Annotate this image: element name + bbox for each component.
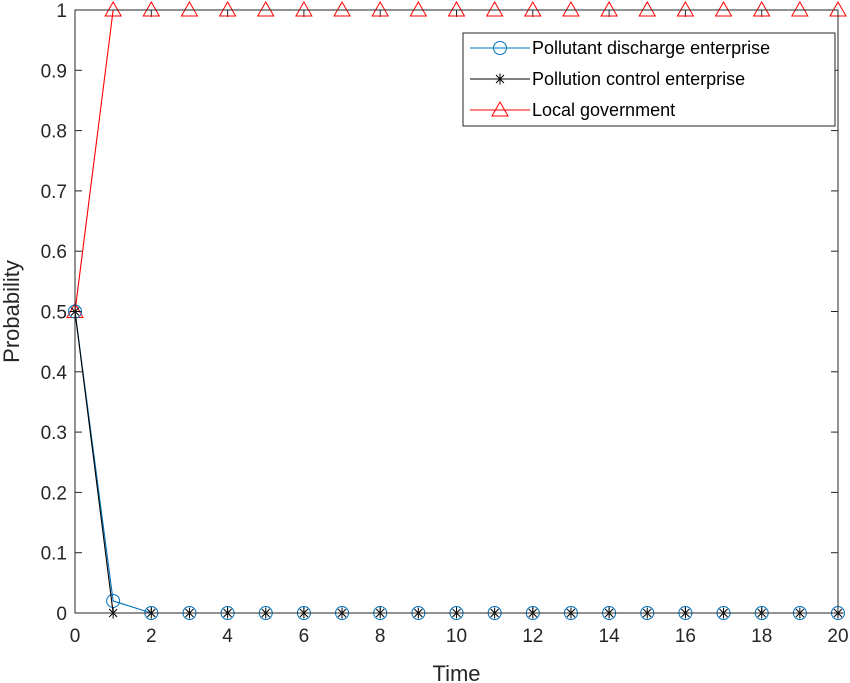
x-tick-label: 6 xyxy=(299,626,310,647)
axis-ticks: 0 2 4 6 8 10 12 14 16 18 20 0 0.1 0.2 0.3 0.4 0.5 0.6 0.7 0… xyxy=(41,1,849,647)
x-tick-label: 14 xyxy=(599,626,621,647)
x-tick-label: 18 xyxy=(751,626,772,647)
legend-label: Pollutant discharge enterprise xyxy=(532,38,770,58)
x-tick-label: 0 xyxy=(70,626,81,647)
legend-marker xyxy=(493,41,507,55)
y-tick-label: 0.2 xyxy=(41,483,67,504)
data-point xyxy=(371,0,390,17)
data-point xyxy=(790,0,809,17)
data-point xyxy=(142,0,161,17)
data-point xyxy=(409,0,428,17)
legend-item: Pollution control enterprise xyxy=(470,69,745,89)
data-point xyxy=(447,0,466,17)
data-point xyxy=(714,0,733,17)
data-point xyxy=(600,0,618,17)
plot-frame xyxy=(74,9,839,614)
data-point xyxy=(295,0,313,17)
data-point xyxy=(333,0,351,17)
y-axis-label: Probability xyxy=(0,260,24,363)
y-tick-label: 0.3 xyxy=(41,423,67,444)
y-tick-label: 0.6 xyxy=(41,242,67,263)
x-tick-label: 12 xyxy=(522,626,543,647)
y-tick-label: 0.8 xyxy=(41,122,67,143)
legend-item: Pollutant discharge enterprise xyxy=(470,38,770,58)
data-point xyxy=(523,0,542,17)
legend: Pollutant discharge enterprise Pollution … xyxy=(462,32,836,127)
data-point xyxy=(106,593,121,608)
x-tick-label: 16 xyxy=(675,626,696,647)
x-tick-label: 10 xyxy=(446,626,467,647)
data-point xyxy=(180,0,199,17)
legend-marker xyxy=(491,100,509,117)
data-point xyxy=(752,0,771,17)
data-point xyxy=(218,0,237,17)
x-tick-label: 4 xyxy=(222,626,233,647)
y-tick-label: 0.4 xyxy=(41,363,68,384)
legend-item: Local government xyxy=(470,100,675,120)
y-tick-label: 0.5 xyxy=(41,303,67,324)
data-point xyxy=(104,0,123,17)
x-tick-label: 20 xyxy=(827,626,848,647)
data-point xyxy=(676,0,695,17)
x-tick-label: 2 xyxy=(146,626,157,647)
x-tick-label: 8 xyxy=(375,626,386,647)
legend-marker xyxy=(494,73,506,85)
y-tick-label: 0.7 xyxy=(41,182,67,203)
data-point xyxy=(485,0,504,17)
legend-label: Local government xyxy=(532,100,675,120)
data-point xyxy=(256,0,275,17)
y-tick-label: 0.9 xyxy=(41,61,67,82)
y-tick-label: 0 xyxy=(56,604,67,625)
x-axis-label: Time xyxy=(432,661,480,683)
y-tick-label: 1 xyxy=(56,1,67,22)
legend-label: Pollution control enterprise xyxy=(532,69,745,89)
data-point xyxy=(638,0,657,17)
y-tick-label: 0.1 xyxy=(41,544,67,565)
data-point xyxy=(562,0,580,17)
